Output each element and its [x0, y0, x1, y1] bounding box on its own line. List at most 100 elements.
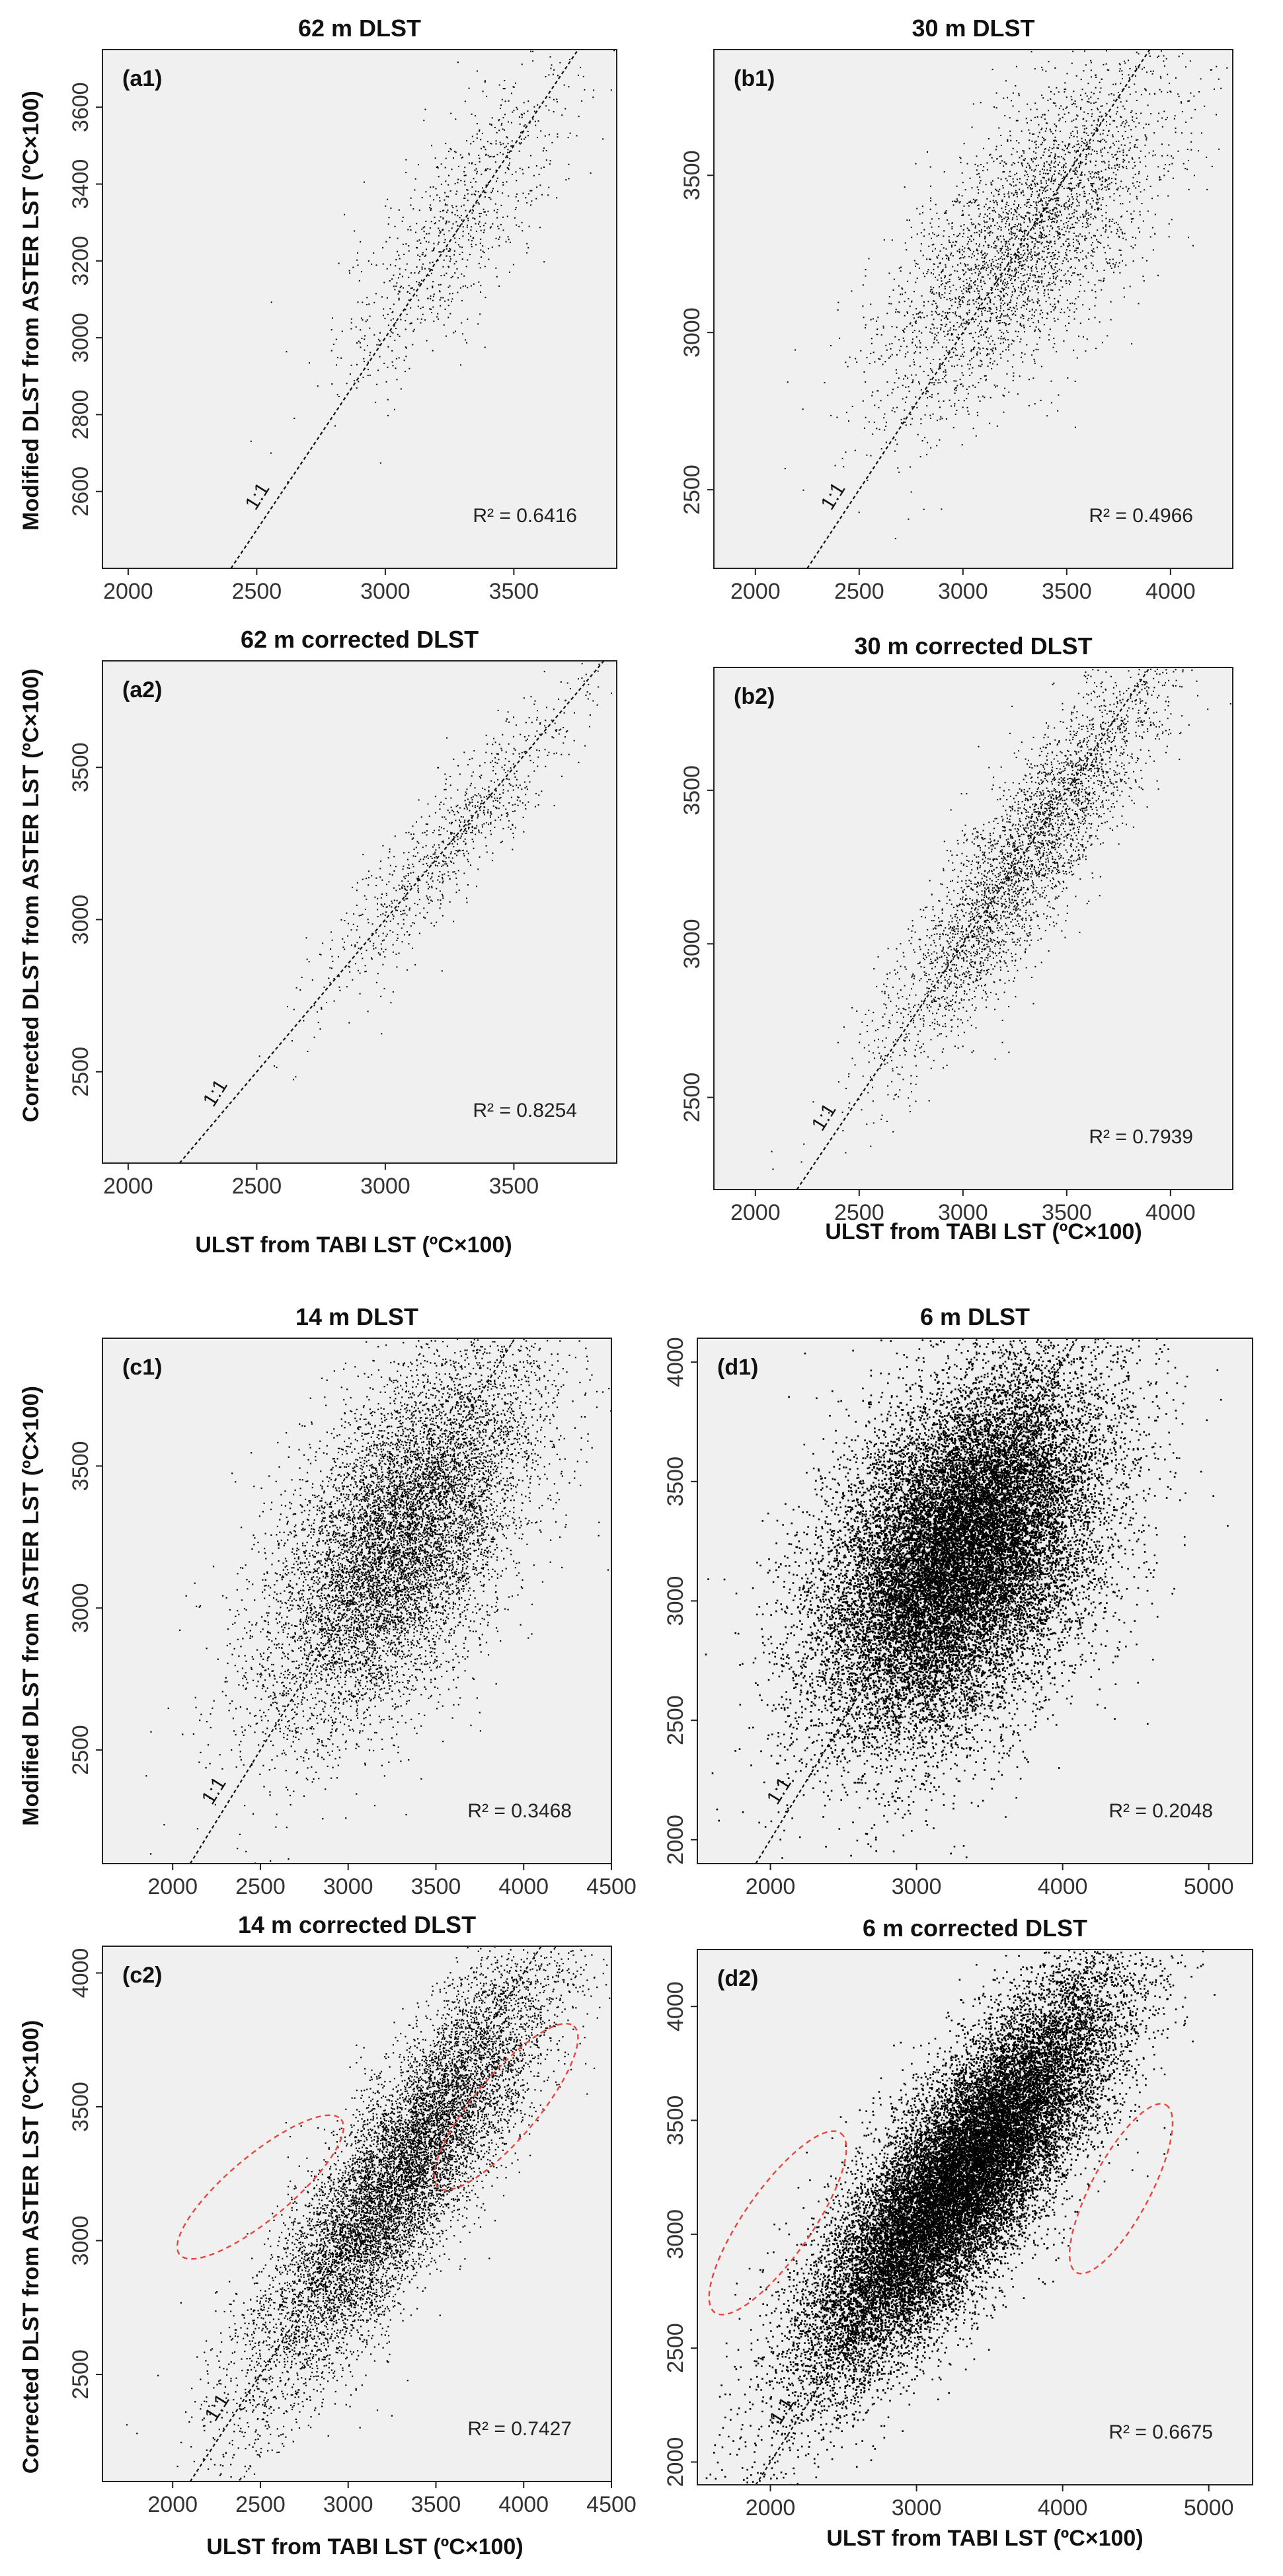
x-tick-label: 2000: [147, 2492, 198, 2517]
panel-title: 6 m corrected DLST: [863, 1914, 1087, 1942]
x-tick-label: 3500: [411, 2492, 461, 2517]
panel-label: (a1): [122, 66, 162, 91]
highlight-ellipse: [1068, 2103, 1174, 2275]
x-tick-label: 5000: [1184, 2495, 1234, 2520]
one-to-one-line: [755, 1338, 1078, 1864]
panel-label: (b1): [734, 66, 775, 91]
panel-title: 6 m DLST: [920, 1303, 1030, 1330]
plot-area: [714, 50, 1233, 568]
one-to-one-line: [189, 1338, 516, 1864]
x-tick-label: 3000: [360, 1174, 410, 1199]
y-tick-label: 3000: [68, 1583, 93, 1633]
x-tick-label: 2000: [103, 1174, 153, 1199]
one-to-one-line: [230, 50, 579, 568]
x-tick-label: 3000: [892, 1874, 942, 1899]
x-tick-label: 2500: [235, 2492, 286, 2517]
x-tick-label: 2500: [834, 579, 884, 604]
panel-title: 62 m DLST: [298, 15, 421, 42]
scatter-points: [145, 1338, 611, 1864]
plot-frame: [102, 660, 617, 1164]
y-tick-label: 2500: [680, 1073, 705, 1123]
x-axis-label-row4-left: ULST from TABI LST (ºC×100): [206, 2534, 523, 2559]
y-tick-label: 2500: [680, 465, 705, 515]
x-tick-label: 2000: [147, 1874, 198, 1899]
x-axis-label-row2-right: ULST from TABI LST (ºC×100): [825, 1219, 1142, 1244]
scatter-points: [126, 1946, 611, 2481]
x-tick-label: 3000: [892, 2495, 942, 2520]
x-tick-label: 2000: [103, 579, 153, 604]
y-tick-label: 3400: [68, 159, 93, 209]
plot-frame: [102, 1338, 612, 1864]
y-tick-label: 3000: [663, 2209, 688, 2259]
panel-title: 14 m DLST: [295, 1303, 418, 1330]
y-tick-label: 3500: [680, 150, 705, 200]
y-tick-label: 3000: [663, 1576, 688, 1626]
plot-frame: [713, 49, 1233, 569]
plot-area: [102, 50, 617, 568]
y-tick-label: 3000: [680, 307, 705, 358]
panel-label: (c1): [122, 1355, 162, 1380]
r-squared-label: R² = 0.2048: [1108, 1800, 1213, 1822]
x-tick-label: 5000: [1184, 1874, 1234, 1899]
x-tick-label: 3500: [1042, 1200, 1092, 1225]
x-tick-label: 2000: [730, 1200, 781, 1225]
one-to-one-line: [755, 1950, 1100, 2485]
y-tick-label: 3500: [68, 742, 93, 792]
plot-area: [102, 661, 617, 1163]
plot-frame: [102, 1946, 612, 2482]
x-tick-label: 2000: [746, 1874, 796, 1899]
y-axis-label-row4: Corrected DLST from ASTER LST (ºC×100): [19, 2020, 44, 2474]
y-tick-label: 3500: [68, 1441, 93, 1492]
r-squared-label: R² = 0.6416: [473, 505, 577, 527]
x-tick-label: 2500: [232, 579, 282, 604]
panel-title: 14 m corrected DLST: [238, 1911, 476, 1938]
x-tick-label: 4000: [1038, 1874, 1088, 1899]
y-tick-label: 3200: [68, 236, 93, 286]
y-axis-label-row2: Corrected DLST from ASTER LST (ºC×100): [19, 669, 44, 1123]
panel-title: 30 m corrected DLST: [854, 632, 1092, 660]
y-tick-label: 2000: [663, 1815, 688, 1865]
y-tick-label: 3500: [663, 2096, 688, 2146]
panel-label: (c2): [122, 1963, 162, 1988]
x-tick-label: 4000: [498, 1874, 549, 1899]
x-tick-label: 4000: [1146, 1200, 1196, 1225]
scatter-points: [705, 1950, 1216, 2485]
y-tick-label: 2800: [68, 390, 93, 440]
x-tick-label: 3500: [411, 1874, 461, 1899]
x-tick-label: 2500: [235, 1874, 286, 1899]
x-tick-label: 4500: [586, 2492, 637, 2517]
x-tick-label: 2000: [746, 2495, 796, 2520]
y-tick-label: 3500: [680, 765, 705, 815]
r-squared-label: R² = 0.6675: [1108, 2421, 1213, 2443]
y-tick-label: 2500: [68, 1047, 93, 1097]
one-to-one-line: [796, 667, 1151, 1190]
scatter-points: [705, 1338, 1229, 1859]
x-tick-label: 4500: [586, 1874, 637, 1899]
x-axis-label-row4-right: ULST from TABI LST (ºC×100): [826, 2526, 1143, 2551]
x-tick-label: 3000: [938, 1200, 988, 1225]
x-tick-label: 3500: [489, 579, 539, 604]
y-tick-label: 3500: [663, 1457, 688, 1507]
y-axis-label-row3: Modified DLST from ASTER LST (ºC×100): [19, 1386, 44, 1826]
panel-label: (b2): [734, 684, 775, 709]
panel-label: (a2): [122, 677, 162, 702]
x-tick-label: 3500: [489, 1174, 539, 1199]
x-tick-label: 2000: [730, 579, 781, 604]
r-squared-label: R² = 0.4966: [1089, 505, 1193, 527]
r-squared-label: R² = 0.7939: [1089, 1126, 1193, 1148]
r-squared-label: R² = 0.8254: [473, 1100, 577, 1121]
one-to-one-line: [178, 661, 605, 1163]
x-tick-label: 3000: [938, 579, 988, 604]
x-tick-label: 4000: [1146, 579, 1196, 604]
y-tick-label: 2500: [68, 2349, 93, 2400]
panel-label: (d1): [717, 1355, 758, 1380]
x-tick-label: 3000: [360, 579, 410, 604]
y-tick-label: 3000: [68, 2216, 93, 2266]
y-tick-label: 3000: [68, 895, 93, 945]
x-tick-label: 2500: [232, 1174, 282, 1199]
